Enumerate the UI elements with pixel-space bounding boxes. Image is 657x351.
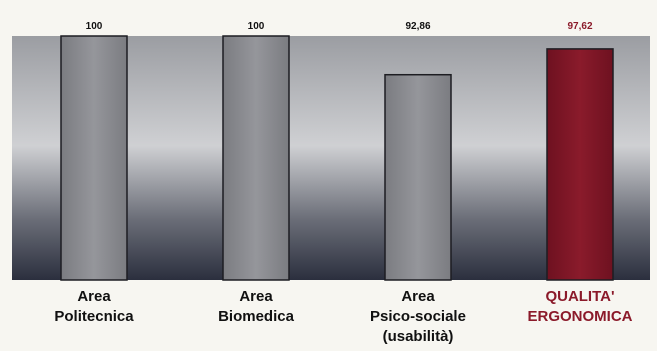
category-label-2-line-2: Biomedica	[218, 308, 295, 325]
bar-4	[546, 48, 614, 281]
category-label-4-line-2: ERGONOMICA	[528, 308, 633, 325]
category-label-2: Area Biomedica	[218, 288, 295, 325]
category-label-3: Area Psico-sociale (usabilità)	[370, 288, 466, 345]
value-labels-layer: 100 100 92,86 97,62	[86, 21, 593, 32]
bar-2	[222, 35, 290, 281]
bar-3	[384, 73, 452, 281]
category-labels-layer: Area Politecnica Area Biomedica Area Psico-so…	[54, 288, 632, 345]
category-label-3-line-3: (usabilità)	[383, 328, 454, 345]
category-label-2-line-1: Area	[239, 288, 273, 305]
category-label-1-line-1: Area	[77, 288, 111, 305]
bar-1	[60, 35, 128, 281]
category-label-4-line-1: QUALITA'	[545, 288, 614, 305]
value-label-1: 100	[86, 21, 103, 32]
category-label-3-line-1: Area	[401, 288, 435, 305]
value-label-3: 92,86	[405, 21, 430, 32]
category-label-3-line-2: Psico-sociale	[370, 308, 466, 325]
category-label-1: Area Politecnica	[54, 288, 134, 325]
value-label-4: 97,62	[567, 21, 592, 32]
category-label-4: QUALITA' ERGONOMICA	[528, 288, 633, 325]
bars-layer	[60, 35, 614, 281]
value-label-2: 100	[248, 21, 265, 32]
category-label-1-line-2: Politecnica	[54, 308, 134, 325]
